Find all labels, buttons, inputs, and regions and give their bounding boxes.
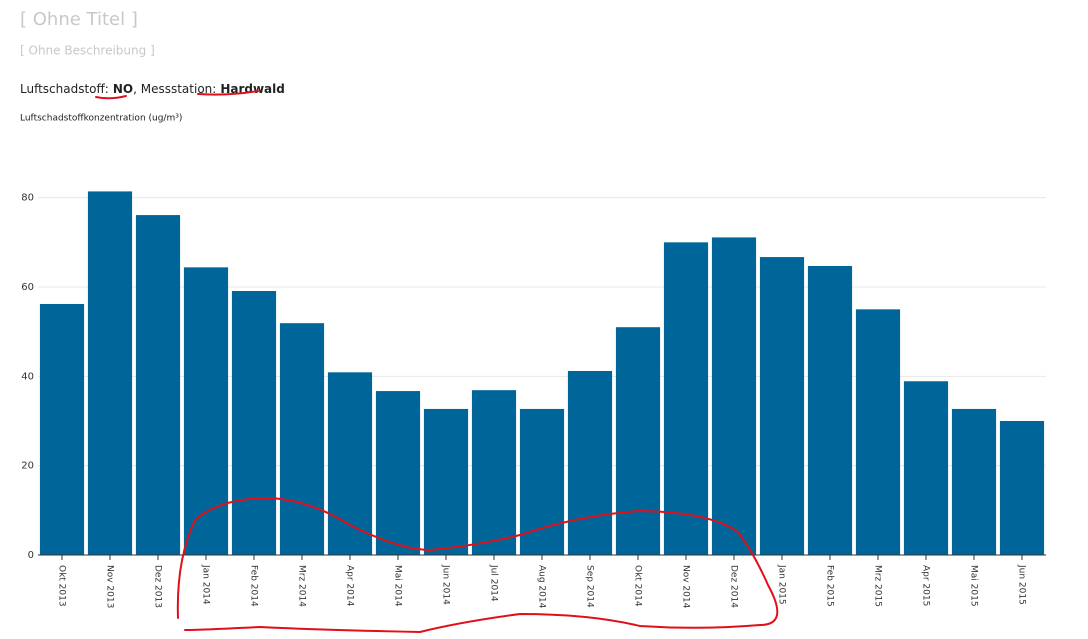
y-tick-label: 60 (21, 282, 34, 293)
x-tick-label: Feb 2014 (249, 565, 259, 607)
bar (87, 191, 133, 555)
x-tick-label: Nov 2013 (105, 565, 115, 608)
bar (471, 390, 517, 555)
y-tick-label: 40 (21, 371, 34, 382)
y-tick-label: 80 (21, 193, 34, 204)
bar (903, 381, 949, 555)
bar (759, 257, 805, 555)
pollutant: NO (113, 82, 133, 96)
x-tick-label: Dez 2013 (153, 565, 163, 608)
x-tick-label: Jun 2014 (441, 564, 451, 605)
bar (375, 391, 421, 555)
y-axis-title: Luftschadstoffkonzentration (ug/m³) (20, 114, 182, 124)
bar (999, 421, 1045, 555)
bar (183, 267, 229, 555)
x-tick-label: Mrz 2015 (873, 565, 883, 607)
x-tick-label: Feb 2015 (825, 565, 835, 607)
bar (423, 408, 469, 555)
bar (519, 408, 565, 555)
x-tick-label: Apr 2014 (345, 565, 355, 607)
chart-title: [ Ohne Titel ] (20, 9, 138, 30)
y-tick-label: 20 (21, 461, 34, 472)
x-tick-label: Jul 2014 (489, 564, 499, 602)
x-tick-label: Sep 2014 (585, 565, 595, 608)
pollutant-label: Luftschadstoff: (20, 82, 109, 96)
x-tick-label: Mai 2014 (393, 565, 403, 607)
bar (663, 242, 709, 556)
x-tick-label: Nov 2014 (681, 565, 691, 609)
bar (807, 266, 853, 555)
y-tick-label: 0 (28, 550, 34, 561)
x-tick-label: Aug 2014 (537, 565, 547, 609)
x-tick-label: Okt 2013 (57, 565, 67, 607)
x-tick-label: Dez 2014 (729, 565, 739, 608)
station: Hardwald (220, 82, 285, 96)
bar (279, 323, 325, 555)
bar (327, 372, 373, 555)
plot: 0 20 40 60 80 Okt 2013 Nov 2013 Dez 2013 Jan 201… (21, 191, 1046, 609)
bar (567, 370, 613, 555)
chart-subtitle: [ Ohne Beschreibung ] (20, 44, 155, 58)
station-label: , Messstation: (133, 82, 216, 96)
bar (711, 237, 757, 556)
x-tick-label: Jan 2015 (777, 564, 787, 605)
x-tick-label: Mrz 2014 (297, 565, 307, 607)
bar (135, 215, 181, 555)
bar (39, 303, 85, 555)
scribble-loop (176, 496, 779, 634)
bar (855, 309, 901, 555)
bar (951, 408, 997, 555)
x-tick-label: Mai 2015 (969, 565, 979, 607)
underline (197, 90, 259, 96)
info-line: Luftschadstoff: NO, Messstation: Hardwald (20, 82, 285, 96)
x-tick-label: Apr 2015 (921, 565, 931, 606)
x-tick-label: Jun 2015 (1017, 564, 1027, 605)
x-tick-label: Jan 2014 (201, 564, 211, 605)
annotation-scribbles (95, 90, 779, 634)
bar (231, 291, 277, 555)
bar (615, 327, 661, 555)
x-tick-label: Okt 2014 (633, 565, 643, 607)
underline (95, 95, 127, 100)
